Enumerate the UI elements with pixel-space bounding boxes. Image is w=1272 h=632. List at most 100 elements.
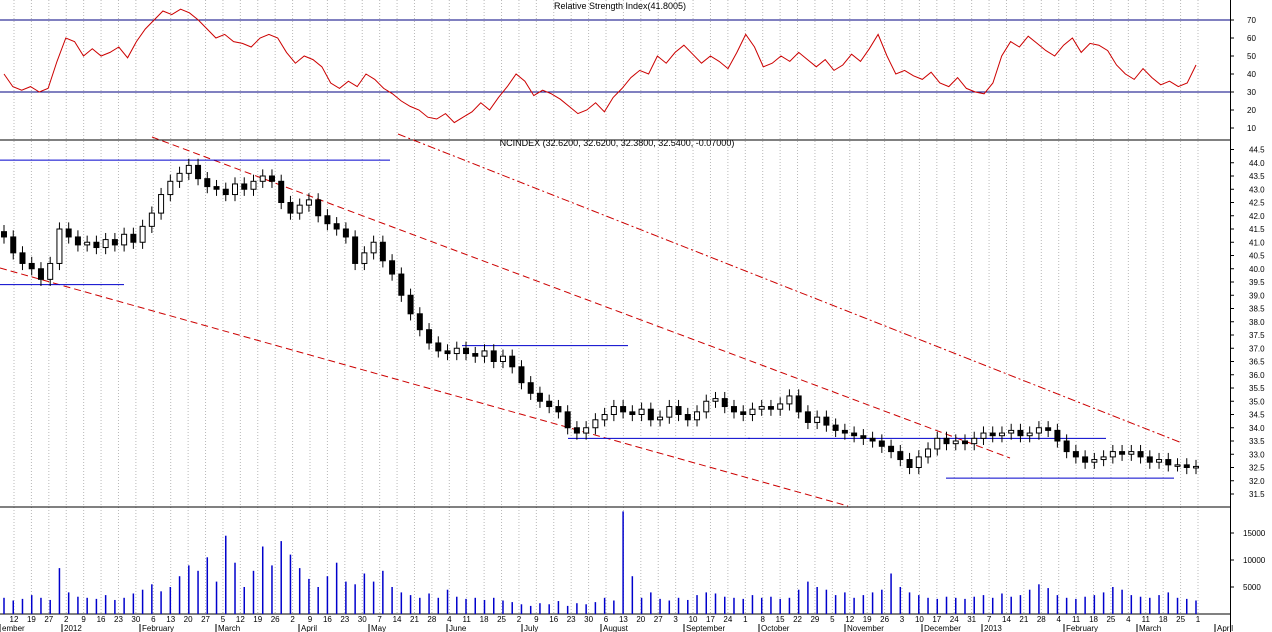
day-label: 31 <box>967 615 976 624</box>
day-label: 22 <box>793 615 802 624</box>
candle <box>952 434 959 451</box>
candle <box>1100 450 1107 467</box>
month-label: October <box>761 624 790 632</box>
day-label: 27 <box>44 615 53 624</box>
x-axis-day-labels: 12 19 27 2 9 16 23 30 6 13 20 27 5 12 19 26 2 9 16 23 30 7 14 2… <box>10 615 1201 624</box>
day-label: 30 <box>584 615 593 624</box>
candle <box>324 209 331 231</box>
candle <box>1183 458 1190 475</box>
month-label: 2012 <box>64 624 82 632</box>
day-label: 13 <box>166 615 175 624</box>
candle <box>28 256 35 276</box>
day-label: 16 <box>323 615 332 624</box>
day-label: 15 <box>776 615 785 624</box>
price-tick-label: 38.0 <box>1249 318 1265 327</box>
price-tick-label: 42.5 <box>1249 199 1265 208</box>
volume-panel: 5000 10000 15000 <box>3 511 1266 614</box>
candle <box>832 418 839 438</box>
candle <box>47 256 54 286</box>
day-label: 19 <box>27 615 36 624</box>
price-tick-label: 31.5 <box>1249 490 1265 499</box>
candle <box>213 179 220 196</box>
price-candles <box>1 158 1199 475</box>
price-tick-label: 40.0 <box>1249 265 1265 274</box>
day-label: 14 <box>393 615 402 624</box>
rsi-tick-label: 50 <box>1247 52 1256 61</box>
volume-y-axis-ticks: 5000 10000 15000 <box>1230 529 1266 592</box>
candle <box>823 410 830 432</box>
day-label: 17 <box>932 615 941 624</box>
candle <box>84 235 91 252</box>
price-tick-label: 42.0 <box>1249 212 1265 221</box>
price-tick-label: 35.5 <box>1249 384 1265 393</box>
month-label: July <box>524 624 538 632</box>
candle <box>1109 444 1116 464</box>
candle <box>1063 434 1070 459</box>
day-label: 27 <box>201 615 210 624</box>
candle <box>620 399 627 419</box>
price-panel: NCINDEX (32.6200, 32.6200, 32.3800, 32.5… <box>0 133 1265 507</box>
day-label: 24 <box>950 615 959 624</box>
candle <box>998 426 1005 443</box>
rsi-series-line <box>3 8 1197 124</box>
candle <box>176 166 183 188</box>
candle <box>934 431 941 456</box>
price-tick-label: 43.0 <box>1249 185 1265 194</box>
rsi-tick-label: 60 <box>1247 34 1256 43</box>
outer-dashdot-trendline <box>397 133 1183 444</box>
volume-tick-label: 15000 <box>1243 529 1266 538</box>
candle <box>925 442 932 464</box>
candle <box>1008 423 1015 440</box>
day-label: 6 <box>604 615 609 624</box>
candle <box>268 169 275 188</box>
candle <box>509 349 516 374</box>
candle <box>860 429 867 445</box>
day-label: 4 <box>1056 615 1061 624</box>
candle <box>195 158 202 186</box>
candle <box>453 341 460 361</box>
candle <box>1165 452 1172 472</box>
candle <box>730 399 737 419</box>
candle <box>1156 452 1163 469</box>
candle <box>407 288 414 321</box>
price-tick-label: 32.5 <box>1249 464 1265 473</box>
day-label: 7 <box>377 615 382 624</box>
panel-frames <box>0 0 1231 632</box>
price-tick-label: 41.5 <box>1249 225 1265 234</box>
day-label: 26 <box>271 615 280 624</box>
candle <box>167 174 174 202</box>
vertical-gridlines <box>13 0 1199 614</box>
candle <box>370 235 377 260</box>
day-label: 26 <box>880 615 889 624</box>
candle <box>1119 444 1126 461</box>
candle <box>287 195 294 220</box>
day-label: 17 <box>706 615 715 624</box>
candle <box>980 426 987 445</box>
volume-tick-label: 10000 <box>1243 556 1266 565</box>
candle <box>121 227 128 252</box>
rsi-tick-label: 10 <box>1247 124 1256 133</box>
candle <box>795 389 802 419</box>
candle <box>185 158 192 180</box>
price-tick-label: 33.0 <box>1249 450 1265 459</box>
candle <box>767 399 774 416</box>
candle <box>305 193 312 212</box>
candle <box>499 349 506 369</box>
day-label: 3 <box>673 615 678 624</box>
day-label: 11 <box>1072 615 1081 624</box>
day-label: 24 <box>723 615 732 624</box>
price-tick-label: 37.0 <box>1249 344 1265 353</box>
x-axis: 12 19 27 2 9 16 23 30 6 13 20 27 5 12 19 26 2 9 16 23 30 7 14 2… <box>0 615 1233 632</box>
candle <box>592 413 599 435</box>
day-label: 28 <box>1037 615 1046 624</box>
day-label: 4 <box>447 615 452 624</box>
day-label: 18 <box>1089 615 1098 624</box>
day-label: 10 <box>915 615 924 624</box>
price-tick-label: 36.0 <box>1249 371 1265 380</box>
month-label: March <box>1139 624 1161 632</box>
candle <box>804 405 811 430</box>
price-tick-label: 39.5 <box>1249 278 1265 287</box>
day-label: 30 <box>358 615 367 624</box>
candle <box>888 439 895 459</box>
month-label: April <box>1217 624 1233 632</box>
